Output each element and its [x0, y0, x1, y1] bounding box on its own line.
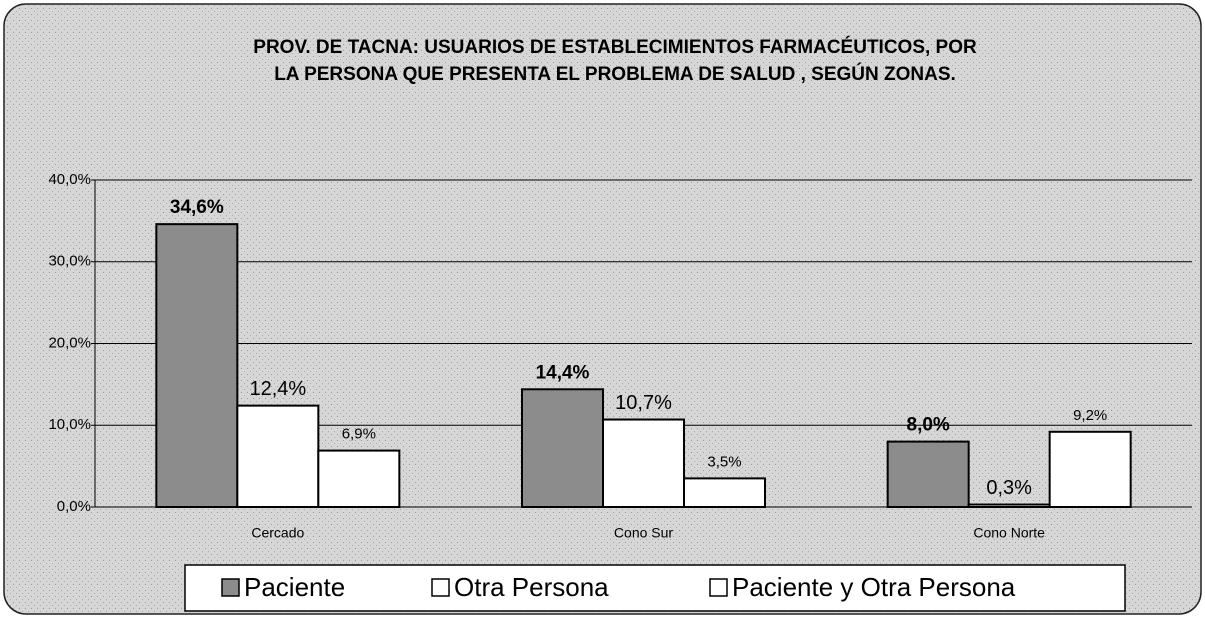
value-label: 14,4% — [536, 362, 590, 383]
bar — [317, 449, 401, 508]
y-tick-label: 30,0% — [48, 253, 91, 270]
x-tick-label: Cono Sur — [614, 525, 673, 541]
y-tick-label: 10,0% — [48, 416, 91, 433]
legend-label: Paciente y Otra Persona — [732, 572, 1016, 602]
x-tick-label: Cono Norte — [973, 525, 1045, 541]
legend-box — [184, 564, 1126, 612]
y-tick-label: 40,0% — [48, 171, 91, 188]
value-label: 34,6% — [170, 197, 224, 218]
value-label: 10,7% — [615, 392, 672, 414]
chart-title: PROV. DE TACNA: USUARIOS DE ESTABLECIMIE… — [253, 36, 977, 58]
legend-swatch — [221, 578, 240, 597]
x-tick-label: Cercado — [251, 525, 304, 541]
value-label: 6,9% — [342, 426, 376, 443]
legend-label: Paciente — [244, 572, 345, 602]
legend-label: Otra Persona — [454, 572, 609, 602]
y-tick-label: 20,0% — [48, 334, 91, 351]
legend-swatch — [431, 578, 450, 597]
y-tick-label: 0,0% — [57, 498, 91, 515]
value-label: 8,0% — [907, 415, 950, 436]
legend-swatch — [709, 578, 728, 597]
bar — [602, 418, 685, 508]
bar — [155, 223, 239, 509]
value-label: 9,2% — [1073, 407, 1107, 424]
bar — [1048, 430, 1132, 509]
value-label: 12,4% — [249, 378, 306, 400]
bar — [236, 404, 320, 509]
chart-title: LA PERSONA QUE PRESENTA EL PROBLEMA DE S… — [274, 63, 956, 85]
value-label: 0,3% — [986, 477, 1032, 499]
bar — [521, 388, 604, 508]
bar — [886, 440, 970, 509]
value-label: 3,5% — [707, 453, 741, 470]
bar — [683, 477, 766, 509]
bar — [967, 503, 1051, 508]
